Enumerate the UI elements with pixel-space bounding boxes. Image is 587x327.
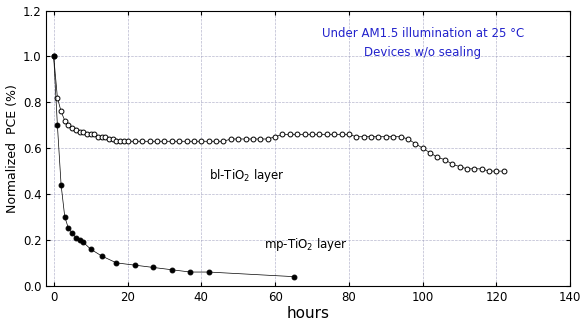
Y-axis label: Normalized  PCE (%): Normalized PCE (%)	[5, 84, 19, 213]
X-axis label: hours: hours	[287, 306, 330, 321]
Text: Under AM1.5 illumination at 25 °C
Devices w/o sealing: Under AM1.5 illumination at 25 °C Device…	[322, 26, 524, 59]
Text: mp-TiO$_2$ layer: mp-TiO$_2$ layer	[264, 236, 348, 253]
Text: bl-TiO$_2$ layer: bl-TiO$_2$ layer	[208, 167, 284, 184]
